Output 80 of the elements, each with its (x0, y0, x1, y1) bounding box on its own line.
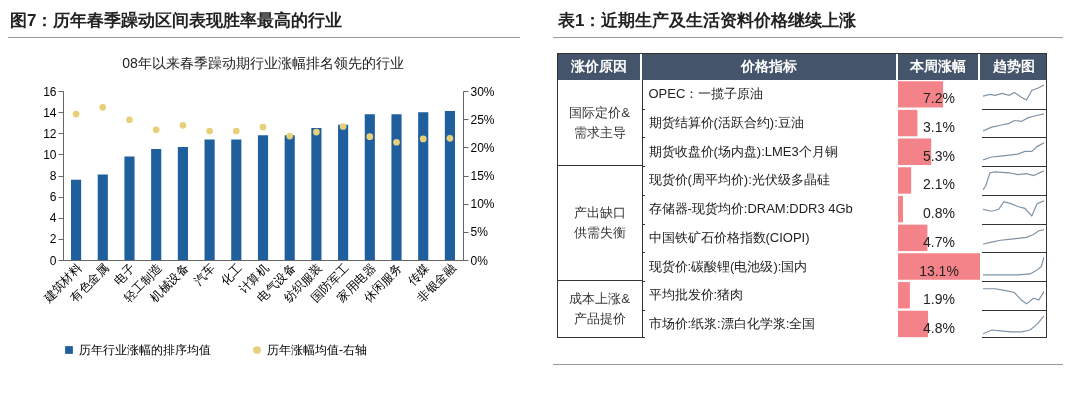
bar (151, 149, 162, 260)
point (72, 110, 80, 118)
text: 成本上涨&产品提价 (557, 280, 642, 339)
text: 表1：近期生产及生活资料价格继续上涨 (558, 10, 857, 32)
text: 涨价原因 (557, 53, 642, 80)
point (393, 138, 400, 146)
x-tick-label: 汽车 (191, 261, 219, 288)
y2-tick-label: 0% (470, 253, 489, 268)
bar (444, 111, 455, 260)
data-label: 3.1% (923, 119, 955, 136)
text: 国际定价&需求主导 (557, 80, 642, 167)
point (286, 132, 294, 140)
y2-tick-label: 15% (470, 169, 495, 183)
bar (124, 156, 135, 260)
text: 本周涨幅 (898, 53, 980, 80)
bar (898, 109, 918, 137)
y2-tick-label: 25% (470, 112, 495, 127)
legend-label: 历年行业涨幅的排序均值 (79, 343, 211, 357)
bar (898, 195, 904, 223)
bar (898, 167, 912, 194)
bar (177, 146, 188, 260)
data-label: 2.1% (923, 176, 955, 193)
y-tick-label: 4 (49, 211, 57, 226)
bar (311, 127, 322, 260)
bar (231, 139, 242, 260)
data-label: 13.1% (919, 262, 959, 279)
y-tick-label: 12 (43, 126, 57, 141)
bar (284, 135, 295, 260)
point (152, 126, 160, 134)
y2-tick-label: 10% (470, 197, 495, 212)
point (126, 116, 133, 124)
point (446, 134, 454, 142)
bar (898, 282, 910, 309)
text: 趋势图 (980, 53, 1047, 80)
y-tick-label: 6 (49, 190, 57, 205)
bar (391, 114, 402, 260)
data-label: 4.8% (923, 319, 955, 336)
point (206, 127, 213, 135)
data-label: 1.9% (923, 291, 955, 308)
y-tick-label: OPEC：一揽子原油 (648, 86, 764, 102)
bar (257, 135, 269, 260)
y-tick-label: 市场价:纸浆:漂白化学浆:全国 (648, 315, 816, 331)
chart-subtitle: 08年以来春季躁动期行业涨幅排名领先的行业 (122, 55, 404, 71)
y-tick-label: 8 (49, 169, 57, 183)
bar (97, 174, 108, 260)
point (366, 133, 374, 140)
point (419, 135, 427, 143)
bar (71, 179, 82, 260)
point (232, 127, 240, 135)
y-tick-label: 存储器-现货均价:DRAM:DDR3 4Gb (648, 201, 853, 217)
text: 价格指标 (642, 53, 898, 80)
y-tick-label: 期货结算价(活跃合约):豆油 (648, 115, 804, 131)
point (313, 128, 320, 136)
bar (204, 139, 215, 260)
y-tick-label: 2 (49, 232, 57, 247)
y-tick-label: 现货价(周平均价):光伏级多晶硅 (648, 172, 830, 188)
y-tick-label: 期货收盘价(场内盘):LME3个月铜 (648, 143, 838, 159)
chart-title: 图7：历年春季躁动区间表现胜率最高的行业 (10, 10, 343, 32)
bar (418, 112, 429, 260)
y2-tick-label: 20% (470, 140, 495, 155)
y-tick-label: 0 (49, 253, 57, 268)
point (99, 103, 107, 111)
y-tick-label: 平均批发价:猪肉 (648, 287, 744, 303)
bar (364, 114, 375, 260)
y-tick-label: 中国铁矿石价格指数(CIOPI) (648, 229, 810, 245)
bar (338, 124, 349, 260)
y2-tick-label: 30% (470, 84, 495, 99)
y-tick-label: 10 (43, 147, 57, 162)
bar (898, 253, 980, 280)
data-label: 5.3% (923, 147, 955, 164)
y-tick-label: 14 (43, 105, 57, 120)
legend-label: 历年涨幅均值-右轴 (267, 343, 367, 357)
data-label: 0.8% (923, 205, 955, 222)
y-tick-label: 16 (43, 84, 57, 99)
point (179, 122, 187, 129)
point (259, 123, 267, 131)
text: 产出缺口供需失衡 (557, 166, 642, 281)
point (339, 123, 347, 130)
y-tick-label: 现货价:碳酸锂(电池级):国内 (648, 258, 808, 274)
y2-tick-label: 5% (470, 225, 489, 240)
